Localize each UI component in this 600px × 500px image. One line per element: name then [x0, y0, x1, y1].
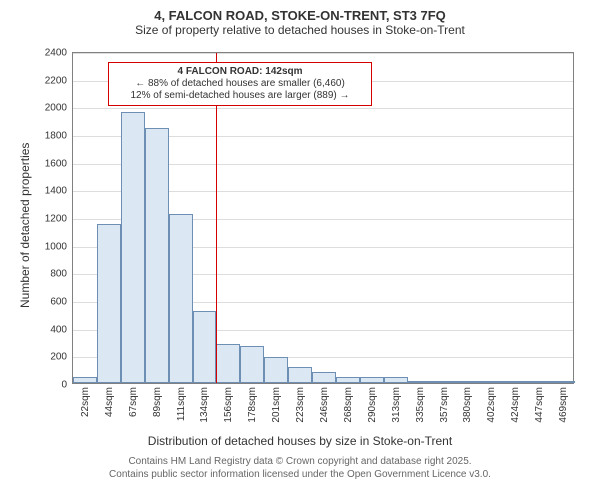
- x-tick-label: 380sqm: [462, 387, 473, 423]
- x-tick-label: 268sqm: [343, 387, 354, 423]
- histogram-bar: [264, 357, 288, 383]
- annotation-line-1: ← 88% of detached houses are smaller (6,…: [115, 78, 365, 90]
- y-tick-label: 200: [50, 352, 73, 363]
- histogram-bar: [336, 377, 360, 383]
- x-tick-label: 246sqm: [319, 387, 330, 423]
- x-tick-label: 223sqm: [295, 387, 306, 423]
- x-tick-label: 402sqm: [486, 387, 497, 423]
- histogram-bar: [432, 381, 456, 383]
- y-tick-label: 600: [50, 297, 73, 308]
- x-tick-label: 111sqm: [176, 387, 187, 421]
- histogram-bar: [527, 381, 551, 383]
- credits-line-1: Contains HM Land Registry data © Crown c…: [0, 456, 600, 469]
- histogram-bar: [455, 381, 479, 383]
- x-tick-label: 290sqm: [367, 387, 378, 423]
- histogram-bar: [240, 346, 264, 383]
- histogram-bar: [312, 372, 336, 383]
- x-axis-label: Distribution of detached houses by size …: [0, 434, 600, 448]
- x-tick-label: 134sqm: [199, 387, 210, 423]
- grid-line: [73, 108, 573, 109]
- x-tick-label: 178sqm: [247, 387, 258, 423]
- chart-subtitle: Size of property relative to detached ho…: [0, 23, 600, 37]
- x-tick-label: 201sqm: [271, 387, 282, 423]
- y-tick-label: 400: [50, 324, 73, 335]
- histogram-bar: [360, 377, 384, 383]
- histogram-bar: [479, 381, 503, 383]
- y-tick-label: 1400: [45, 186, 73, 197]
- credits-block: Contains HM Land Registry data © Crown c…: [0, 456, 600, 481]
- x-tick-label: 447sqm: [534, 387, 545, 423]
- histogram-bar: [551, 381, 575, 383]
- histogram-bar: [193, 311, 217, 383]
- histogram-bar: [121, 112, 145, 383]
- x-tick-label: 22sqm: [80, 387, 91, 417]
- credits-line-2: Contains public sector information licen…: [0, 469, 600, 482]
- y-tick-label: 0: [61, 380, 73, 391]
- grid-line: [73, 53, 573, 54]
- x-tick-label: 357sqm: [439, 387, 450, 423]
- y-tick-label: 1800: [45, 131, 73, 142]
- histogram-bar: [408, 381, 432, 383]
- y-tick-label: 1200: [45, 214, 73, 225]
- x-tick-label: 156sqm: [223, 387, 234, 423]
- histogram-bar: [503, 381, 527, 383]
- y-tick-label: 1000: [45, 241, 73, 252]
- y-tick-label: 2200: [45, 75, 73, 86]
- y-tick-label: 800: [50, 269, 73, 280]
- histogram-bar: [384, 377, 408, 383]
- histogram-bar: [288, 367, 312, 383]
- y-tick-label: 2000: [45, 103, 73, 114]
- histogram-bar: [145, 128, 169, 383]
- y-tick-label: 1600: [45, 158, 73, 169]
- chart-container: 4, FALCON ROAD, STOKE-ON-TRENT, ST3 7FQ …: [0, 0, 600, 500]
- histogram-bar: [97, 224, 121, 383]
- x-tick-label: 335sqm: [415, 387, 426, 423]
- x-tick-label: 313sqm: [391, 387, 402, 423]
- x-tick-label: 424sqm: [510, 387, 521, 423]
- x-tick-label: 67sqm: [128, 387, 139, 417]
- annotation-box: 4 FALCON ROAD: 142sqm ← 88% of detached …: [108, 62, 372, 106]
- x-tick-label: 89sqm: [152, 387, 163, 417]
- x-tick-label: 44sqm: [104, 387, 115, 417]
- histogram-bar: [169, 214, 193, 383]
- annotation-line-2: 12% of semi-detached houses are larger (…: [115, 90, 365, 102]
- chart-title: 4, FALCON ROAD, STOKE-ON-TRENT, ST3 7FQ: [0, 0, 600, 23]
- histogram-bar: [216, 344, 240, 383]
- x-tick-label: 469sqm: [558, 387, 569, 423]
- histogram-bar: [73, 377, 97, 383]
- y-axis-label: Number of detached properties: [18, 143, 32, 308]
- y-tick-label: 2400: [45, 48, 73, 59]
- annotation-title: 4 FALCON ROAD: 142sqm: [115, 66, 365, 78]
